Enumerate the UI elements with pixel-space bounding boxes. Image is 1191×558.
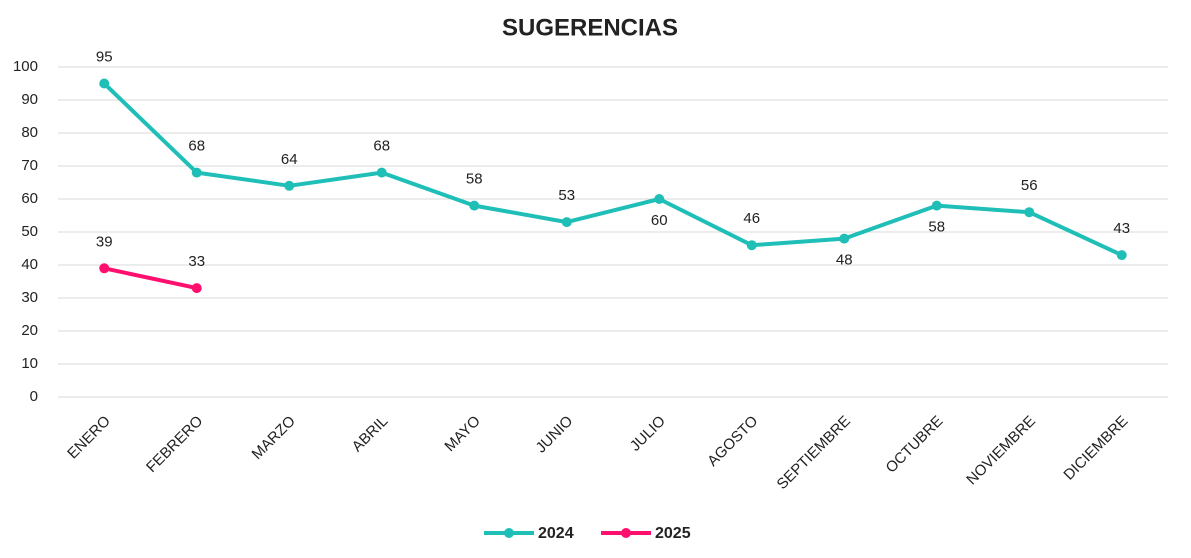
marker [839,233,850,244]
y-tick-label: 40 [21,256,38,273]
y-tick-label: 30 [21,289,38,306]
data-label: 60 [651,212,668,229]
series-line [103,266,198,291]
marker [191,283,202,294]
data-label: 68 [188,138,205,155]
marker [1024,207,1035,218]
marker [931,200,942,211]
data-label: 33 [188,253,205,270]
marker [376,167,387,178]
marker [191,167,202,178]
legend-marker [504,528,514,538]
marker [654,194,665,204]
chart-title: SUGERENCIAS [502,14,678,41]
data-label: 58 [466,171,483,188]
marker [746,240,757,251]
legend-label: 2025 [655,525,691,542]
legend-label: 2024 [538,525,574,542]
y-tick-label: 90 [21,91,38,108]
data-label: 53 [558,187,575,204]
legend-marker [621,528,631,538]
y-tick-label: 80 [21,124,38,141]
y-tick-label: 0 [30,388,38,405]
data-label: 39 [96,233,113,250]
y-tick-label: 60 [21,190,38,207]
data-label: 58 [928,219,945,236]
marker [561,217,572,228]
data-label: 48 [836,252,853,269]
marker [1116,250,1127,261]
y-tick-label: 100 [13,58,38,75]
marker [284,180,295,191]
y-tick-label: 50 [21,223,38,240]
y-tick-label: 10 [21,355,38,372]
y-tick-label: 20 [21,322,38,339]
marker [99,263,110,274]
data-label: 95 [96,48,113,65]
marker [469,200,480,211]
data-label: 46 [743,210,760,227]
data-label: 64 [281,151,298,168]
y-tick-label: 70 [21,157,38,174]
series-line [102,82,1123,257]
data-label: 43 [1113,220,1130,237]
data-label: 68 [373,138,390,155]
data-label: 56 [1021,177,1038,194]
marker [99,78,110,89]
